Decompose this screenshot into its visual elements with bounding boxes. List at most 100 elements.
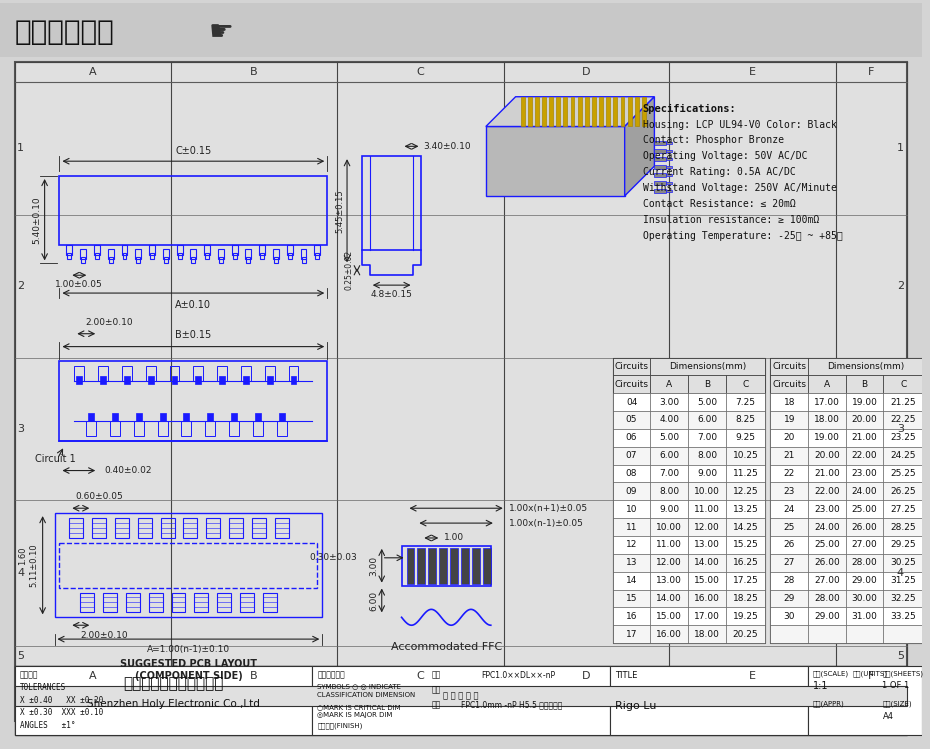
Text: 9.00: 9.00	[659, 505, 679, 514]
Text: 3: 3	[18, 424, 24, 434]
Bar	[770, 500, 808, 518]
Text: 20.00: 20.00	[852, 416, 878, 425]
Bar	[217, 366, 227, 381]
Bar	[178, 253, 181, 259]
Text: 18.00: 18.00	[694, 630, 720, 639]
Text: 2.00±0.10: 2.00±0.10	[86, 318, 133, 327]
Text: 25.00: 25.00	[852, 505, 878, 514]
Text: Accommodated FFC: Accommodated FFC	[391, 642, 502, 652]
Text: ○MARK IS CRITICAL DIM: ○MARK IS CRITICAL DIM	[317, 703, 401, 709]
Bar	[149, 592, 163, 613]
Text: 4.8±0.15: 4.8±0.15	[371, 290, 413, 299]
Bar	[314, 246, 320, 255]
Text: 24.00: 24.00	[814, 523, 840, 532]
Text: 21.00: 21.00	[852, 434, 878, 443]
Text: 6.00: 6.00	[370, 590, 379, 610]
Bar	[55, 513, 323, 617]
Text: C±0.15: C±0.15	[175, 146, 211, 157]
Bar	[614, 97, 618, 127]
Bar	[15, 666, 312, 736]
Bar	[67, 253, 72, 259]
Text: 6.00: 6.00	[659, 451, 679, 460]
Text: FPC1.0mm -nP H5.5 单面接正位: FPC1.0mm -nP H5.5 单面接正位	[461, 700, 563, 709]
Bar	[195, 376, 201, 384]
Text: 8.25: 8.25	[736, 416, 756, 425]
Bar	[628, 97, 631, 127]
Bar	[160, 413, 166, 421]
Bar	[527, 97, 532, 127]
Bar	[845, 554, 883, 571]
Bar	[81, 258, 86, 264]
Text: 22.00: 22.00	[814, 487, 840, 496]
Text: 1: 1	[897, 143, 904, 154]
Bar	[666, 190, 672, 192]
Text: 26: 26	[784, 541, 795, 550]
Bar	[688, 607, 725, 625]
Text: 0.40±0.02: 0.40±0.02	[104, 466, 152, 475]
Text: 17.00: 17.00	[814, 398, 840, 407]
Bar	[94, 246, 100, 255]
Bar	[725, 411, 765, 429]
Text: Circuits: Circuits	[615, 380, 648, 389]
Bar	[884, 429, 923, 446]
Bar	[99, 366, 108, 381]
Text: 27.00: 27.00	[814, 576, 840, 585]
Bar	[666, 166, 672, 168]
Text: Operating Voltage: 50V AC/DC: Operating Voltage: 50V AC/DC	[643, 151, 807, 161]
Bar	[273, 249, 279, 259]
Text: 17.00: 17.00	[694, 612, 720, 621]
Bar	[655, 181, 666, 185]
Bar	[207, 413, 213, 421]
Text: 1 OF 1: 1 OF 1	[883, 681, 910, 690]
Text: 15.00: 15.00	[694, 576, 720, 585]
Text: 24: 24	[784, 505, 795, 514]
Text: 30.25: 30.25	[890, 558, 916, 567]
Bar	[80, 592, 94, 613]
Text: 27.00: 27.00	[852, 541, 878, 550]
Text: 10.25: 10.25	[733, 451, 759, 460]
Bar	[406, 548, 415, 583]
Bar	[88, 413, 94, 421]
Bar	[253, 421, 263, 436]
Text: E: E	[749, 671, 756, 681]
Bar	[263, 592, 276, 613]
Bar	[688, 446, 725, 464]
Bar	[845, 589, 883, 607]
Bar	[808, 446, 845, 464]
Text: 5.00: 5.00	[659, 434, 679, 443]
Text: 1.00x(n-1)±0.05: 1.00x(n-1)±0.05	[509, 518, 583, 527]
Text: 19.00: 19.00	[852, 398, 878, 407]
Bar	[845, 571, 883, 589]
Text: 29: 29	[784, 594, 795, 603]
Bar	[770, 375, 808, 393]
Text: ◎MARK IS MAJOR DIM: ◎MARK IS MAJOR DIM	[317, 712, 392, 718]
Bar	[650, 554, 688, 571]
Bar	[450, 548, 458, 583]
Text: 25.00: 25.00	[814, 541, 840, 550]
Text: 30: 30	[783, 612, 795, 621]
Bar	[122, 246, 127, 255]
Text: 12.00: 12.00	[657, 558, 683, 567]
Bar	[845, 518, 883, 536]
Bar	[688, 554, 725, 571]
Bar	[688, 518, 725, 536]
Text: 13.00: 13.00	[694, 541, 720, 550]
Text: 尺寸(SIZE): 尺寸(SIZE)	[883, 700, 912, 707]
Text: 23.25: 23.25	[890, 434, 916, 443]
Text: 19.25: 19.25	[733, 612, 759, 621]
Bar	[150, 253, 154, 259]
Bar	[191, 249, 196, 259]
Text: 13.00: 13.00	[657, 576, 683, 585]
Text: 5.45±0.15: 5.45±0.15	[335, 189, 344, 233]
Bar	[884, 607, 923, 625]
Bar	[770, 357, 923, 643]
Bar	[163, 249, 168, 259]
Text: FPC1.0××DL××-nP: FPC1.0××DL××-nP	[481, 671, 555, 680]
Bar	[845, 607, 883, 625]
Text: C: C	[417, 671, 424, 681]
Text: CLASSIFICATION DIMENSION: CLASSIFICATION DIMENSION	[317, 691, 416, 697]
Bar	[650, 429, 688, 446]
Bar	[219, 376, 225, 384]
Bar	[688, 589, 725, 607]
Text: 数量(UNITS): 数量(UNITS)	[853, 671, 888, 677]
